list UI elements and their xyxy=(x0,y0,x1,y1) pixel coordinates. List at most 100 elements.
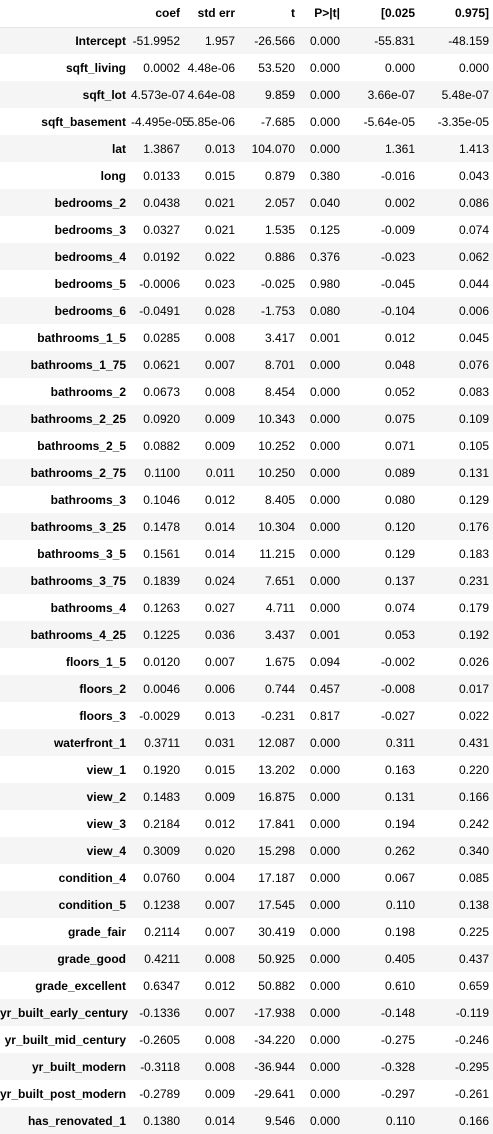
ci-low-cell: -0.023 xyxy=(380,249,415,264)
ci-low-cell: 0.075 xyxy=(384,411,415,426)
p-value-cell: 0.000 xyxy=(309,60,340,75)
coef-cell: 0.3009 xyxy=(143,843,180,858)
table-row: bathrooms_1_5 0.0285 0.008 3.417 0.001 0.012 0… xyxy=(0,324,493,351)
ci-low-cell: 0.048 xyxy=(384,357,415,372)
ci-high-cell: 0.183 xyxy=(458,546,489,561)
variable-name: yr_built_post_modern xyxy=(0,1086,127,1101)
coef-cell: 0.1225 xyxy=(143,627,180,642)
variable-name: bedrooms_5 xyxy=(54,276,126,291)
ci-low-cell: 0.405 xyxy=(384,951,415,966)
std-err-cell: 0.020 xyxy=(204,843,235,858)
table-row: yr_built_post_modern -0.2789 0.009 -29.641 0… xyxy=(0,1080,493,1107)
coef-cell: 0.0882 xyxy=(143,438,180,453)
ci-high-cell: 0.166 xyxy=(458,789,489,804)
ci-low-cell: -0.008 xyxy=(380,681,415,696)
p-value-cell: 0.080 xyxy=(309,303,340,318)
ci-low-cell: -0.009 xyxy=(380,222,415,237)
coef-cell: 0.0002 xyxy=(143,60,180,75)
ci-low-cell: 0.012 xyxy=(384,330,415,345)
variable-name: condition_5 xyxy=(58,897,126,912)
variable-name: bedrooms_4 xyxy=(54,249,126,264)
std-err-cell: 4.64e-08 xyxy=(187,87,235,102)
variable-name: bathrooms_3_75 xyxy=(30,573,126,588)
std-err-cell: 0.007 xyxy=(204,924,235,939)
std-err-cell: 0.012 xyxy=(204,816,235,831)
coef-cell: 0.0046 xyxy=(143,681,180,696)
header-t: t xyxy=(239,0,299,28)
table-row: Intercept -51.9952 1.957 -26.566 0.000 -55.83… xyxy=(0,27,493,54)
coef-cell: 0.0133 xyxy=(143,168,180,183)
table-row: yr_built_modern -0.3118 0.008 -36.944 0.000 -… xyxy=(0,1053,493,1080)
p-value-cell: 0.000 xyxy=(309,357,340,372)
variable-name: bedrooms_3 xyxy=(54,222,126,237)
p-value-cell: 0.000 xyxy=(309,411,340,426)
std-err-cell: 0.009 xyxy=(204,411,235,426)
table-row: bedrooms_6 -0.0491 0.028 -1.753 0.080 -0.104 0… xyxy=(0,297,493,324)
std-err-cell: 0.031 xyxy=(204,735,235,750)
std-err-cell: 0.015 xyxy=(204,168,235,183)
table-row: bathrooms_3_5 0.1561 0.014 11.215 0.000 0.129… xyxy=(0,540,493,567)
t-cell: 9.546 xyxy=(264,1113,295,1128)
p-value-cell: 0.125 xyxy=(309,222,340,237)
ci-high-cell: 0.022 xyxy=(458,708,489,723)
ci-high-cell: 0.062 xyxy=(458,249,489,264)
table-row: condition_5 0.1238 0.007 17.545 0.000 0.110 0.… xyxy=(0,891,493,918)
ci-low-cell: -0.275 xyxy=(380,1032,415,1047)
ci-high-cell: -0.246 xyxy=(454,1032,489,1047)
t-cell: -0.231 xyxy=(260,708,295,723)
std-err-cell: 0.027 xyxy=(204,600,235,615)
t-cell: 17.545 xyxy=(258,897,295,912)
t-cell: 50.925 xyxy=(258,951,295,966)
table-row: bedrooms_3 0.0327 0.021 1.535 0.125 -0.009 0.0… xyxy=(0,216,493,243)
coef-cell: 0.3711 xyxy=(144,735,180,750)
table-row: condition_4 0.0760 0.004 17.187 0.000 0.067 0.… xyxy=(0,864,493,891)
t-cell: 0.744 xyxy=(264,681,295,696)
ci-low-cell: 0.194 xyxy=(384,816,415,831)
ci-high-cell: 0.231 xyxy=(458,573,489,588)
ci-low-cell: 0.311 xyxy=(385,735,415,750)
table-row: bathrooms_2_75 0.1100 0.011 10.250 0.000 0.08… xyxy=(0,459,493,486)
table-row: grade_excellent 0.6347 0.012 50.882 0.000 0.6… xyxy=(0,972,493,999)
std-err-cell: 0.007 xyxy=(204,1005,235,1020)
header-ci-high: 0.975] xyxy=(419,0,493,28)
p-value-cell: 0.000 xyxy=(309,816,340,831)
header-row: coef std err t P>|t| [0.025 0.975] xyxy=(0,0,493,28)
t-cell: 13.202 xyxy=(258,762,295,777)
p-value-cell: 0.000 xyxy=(309,1059,340,1074)
ci-high-cell: -0.261 xyxy=(454,1086,489,1101)
coef-cell: 0.0327 xyxy=(143,222,180,237)
std-err-cell: 4.48e-06 xyxy=(187,60,235,75)
std-err-cell: 1.957 xyxy=(204,33,235,48)
t-cell: 10.304 xyxy=(258,519,295,534)
coef-cell: -0.3118 xyxy=(140,1059,180,1074)
ci-low-cell: 0.002 xyxy=(384,195,415,210)
variable-name: bathrooms_2_25 xyxy=(30,411,126,426)
table-row: bathrooms_4_25 0.1225 0.036 3.437 0.001 0.053… xyxy=(0,621,493,648)
table-row: grade_fair 0.2114 0.007 30.419 0.000 0.198 0.2… xyxy=(0,918,493,945)
ci-high-cell: 0.129 xyxy=(458,492,489,507)
t-cell: -29.641 xyxy=(254,1086,295,1101)
variable-name: Intercept xyxy=(75,33,126,48)
variable-name: sqft_living xyxy=(65,60,126,75)
p-value-cell: 0.000 xyxy=(309,519,340,534)
variable-name: bathrooms_4_25 xyxy=(30,627,126,642)
ci-low-cell: 0.110 xyxy=(385,1113,415,1128)
p-value-cell: 0.000 xyxy=(309,1032,340,1047)
ci-low-cell: -0.002 xyxy=(380,654,415,669)
std-err-cell: 0.009 xyxy=(204,438,235,453)
variable-name: lat xyxy=(111,141,126,156)
coef-cell: 0.1380 xyxy=(143,1113,180,1128)
coef-cell: -4.495e-05 xyxy=(131,114,190,129)
t-cell: 30.419 xyxy=(258,924,295,939)
variable-name: bathrooms_3 xyxy=(50,492,126,507)
std-err-cell: 0.007 xyxy=(204,357,235,372)
t-cell: 50.882 xyxy=(258,978,295,993)
p-value-cell: 0.000 xyxy=(309,33,340,48)
p-value-cell: 0.000 xyxy=(309,789,340,804)
ci-high-cell: 0.085 xyxy=(458,870,489,885)
coef-cell: 0.6347 xyxy=(143,978,180,993)
p-value-cell: 0.000 xyxy=(309,114,340,129)
ci-low-cell: -0.104 xyxy=(380,303,415,318)
ci-high-cell: 0.017 xyxy=(458,681,489,696)
ci-high-cell: 0.131 xyxy=(458,465,489,480)
